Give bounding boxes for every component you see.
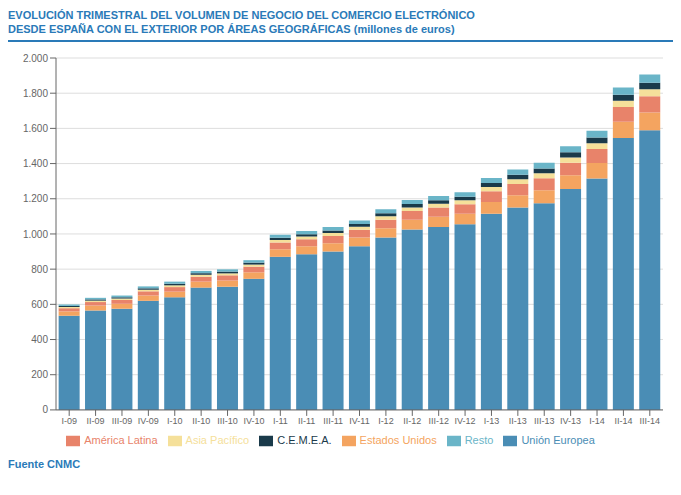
svg-text:III-14: III-14 (640, 416, 661, 426)
svg-text:I-11: I-11 (273, 416, 288, 426)
html-text:DESDE ESPAÑA CON EL EXTERIOR P: DESDE ESPAÑA CON EL EXTERIOR POR ÁREAS G… (8, 23, 455, 35)
svg-text:600: 600 (31, 299, 48, 310)
svg-text:1.600: 1.600 (23, 123, 48, 134)
html-text:C.E.M.E.A.: C.E.M.E.A. (277, 433, 332, 446)
svg-text:1.200: 1.200 (23, 193, 48, 204)
svg-text:IV-11: IV-11 (349, 416, 369, 426)
svg-text:II-13: II-13 (509, 416, 527, 426)
svg-text:II-09: II-09 (87, 416, 105, 426)
svg-text:1.800: 1.800 (23, 88, 48, 99)
svg-text:III-11: III-11 (323, 416, 343, 426)
svg-text:I-09: I-09 (61, 416, 77, 426)
svg-text:IV-10: IV-10 (243, 416, 264, 426)
svg-text:I-13: I-13 (484, 416, 500, 426)
html-text:Estados Unidos: Estados Unidos (359, 433, 437, 446)
html-text:Asia Pacífico: Asia Pacífico (185, 433, 250, 446)
svg-text:III-10: III-10 (217, 416, 238, 426)
svg-text:1.400: 1.400 (23, 158, 48, 169)
svg-text:I-10: I-10 (167, 416, 183, 426)
html-text:Unión Europea: Unión Europea (521, 433, 595, 446)
svg-text:II-14: II-14 (614, 416, 632, 426)
svg-text:II-11: II-11 (298, 416, 315, 426)
svg-text:III-09: III-09 (112, 416, 133, 426)
svg-text:I-14: I-14 (589, 416, 605, 426)
svg-text:IV-09: IV-09 (138, 416, 159, 426)
svg-text:2.000: 2.000 (23, 53, 48, 64)
svg-text:I-12: I-12 (378, 416, 394, 426)
html-text:América Latina: América Latina (84, 433, 158, 446)
svg-text:400: 400 (31, 334, 48, 345)
svg-text:II-12: II-12 (403, 416, 421, 426)
svg-text:0: 0 (42, 404, 48, 415)
html-text:Resto: Resto (464, 433, 494, 446)
svg-text:IV-12: IV-12 (455, 416, 476, 426)
html-text:Fuente CNMC: Fuente CNMC (8, 458, 81, 470)
svg-text:III-13: III-13 (534, 416, 555, 426)
svg-text:IV-13: IV-13 (560, 416, 581, 426)
svg-text:II-10: II-10 (192, 416, 210, 426)
svg-text:200: 200 (31, 369, 48, 380)
svg-text:III-12: III-12 (428, 416, 449, 426)
html-text:EVOLUCIÓN TRIMESTRAL DEL VOLUM: EVOLUCIÓN TRIMESTRAL DEL VOLUMEN DE NEGO… (8, 9, 475, 21)
svg-text:1.000: 1.000 (23, 229, 48, 240)
svg-text:800: 800 (31, 264, 48, 275)
